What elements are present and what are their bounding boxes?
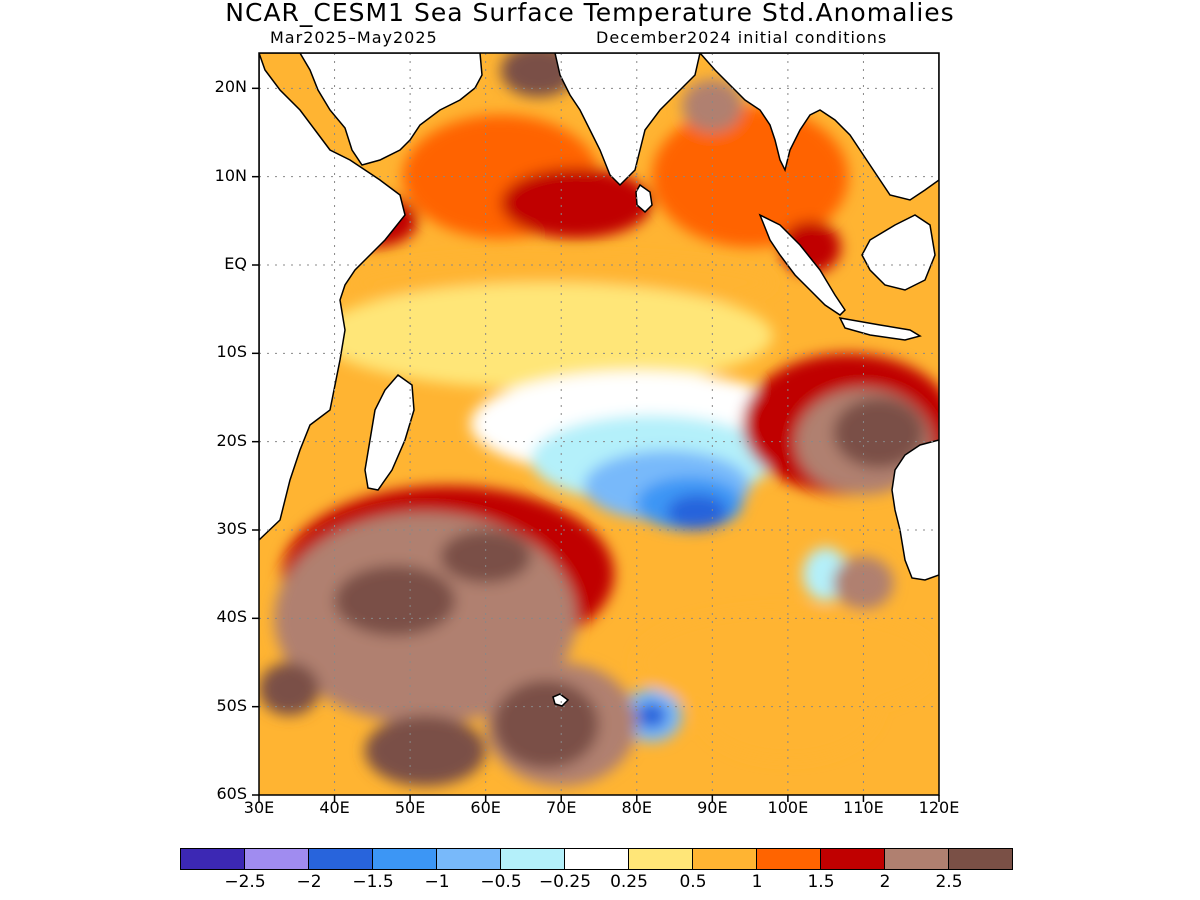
forecast-period: Mar2025–May2025 [270,28,438,47]
colorbar-label: −2 [296,872,322,892]
land-africa-arabia [259,53,483,542]
lat-label: 30S [216,519,247,538]
lon-label: 120E [918,798,960,817]
lon-label: 60E [470,798,501,817]
colorbar-swatch-7 [629,849,693,869]
lon-label: 40E [319,798,350,817]
anomaly-region-13 [667,494,728,530]
colorbar-label: −0.25 [538,872,592,892]
colorbar-swatch-5 [501,849,565,869]
axis-ticks [252,87,940,802]
colorbar-label: −1.5 [352,872,394,892]
lon-label: 50E [394,798,426,817]
anomaly-region-8 [319,282,773,389]
lat-label: EQ [224,254,247,273]
colorbar-label: 0.5 [679,872,707,892]
colorbar-label: −2.5 [224,872,266,892]
graticule [259,53,939,795]
land-se-asia [698,53,939,201]
colorbar-swatch-9 [757,849,821,869]
colorbar-label: −1 [424,872,450,892]
land-sumatra [758,213,846,316]
colorbar-swatch-4 [437,849,501,869]
land-kerguelen [552,693,570,707]
initial-conditions: December2024 initial conditions [596,28,888,47]
colorbar-swatch-3 [373,849,437,869]
plot-frame [258,52,940,796]
colorbar-swatch-2 [309,849,373,869]
colorbar-swatch-10 [821,849,885,869]
colorbar-label: −0.5 [480,872,522,892]
colorbar-label: 1 [751,872,763,892]
land-australia [891,439,939,581]
anomaly-region-27 [364,715,486,787]
anomaly-region-4 [682,79,743,133]
colorbar-swatch-6 [565,849,629,869]
lat-label: 50S [216,695,247,715]
anomaly-region-24 [440,530,531,583]
anomaly-region-1 [651,106,849,248]
colorbar [180,848,1013,870]
lon-label: 110E [843,798,884,817]
map-title: NCAR_CESM1 Sea Surface Temperature Std.A… [225,0,955,27]
colorbar-label: 2 [879,872,891,892]
anomaly-region-26 [493,680,599,769]
lat-label: 10S [216,342,247,362]
land-madagascar [364,373,415,491]
land-java [838,317,922,341]
lat-label: 60S [216,784,247,803]
lat-label: 20N [214,77,247,97]
land-masses [259,53,939,707]
colorbar-label: 2.5 [935,872,963,892]
lon-label: 100E [767,798,809,817]
lat-label: 40S [216,607,247,627]
colorbar-swatch-8 [693,849,757,869]
colorbar-swatch-11 [885,849,949,869]
anomaly-region-23 [334,565,456,637]
lat-label: 20S [216,430,247,450]
colorbar-label: 0.25 [610,872,648,892]
land-sri-lanka [635,183,653,214]
colorbar-swatch-1 [245,849,309,869]
colorbar-swatch-12 [949,849,1012,869]
lon-label: 30E [243,798,275,817]
anomaly-region-28 [259,662,320,716]
anomaly-region-19 [833,397,924,469]
lon-label: 90E [697,798,728,817]
lon-label: 70E [545,798,577,817]
anomaly-region-3 [500,167,652,239]
colorbar-label: 1.5 [807,872,835,892]
anomaly-region-16 [636,702,668,729]
lat-label: 10N [214,165,247,185]
lon-label: 80E [621,798,652,817]
colorbar-swatch-0 [181,849,245,869]
land-india [554,53,701,187]
